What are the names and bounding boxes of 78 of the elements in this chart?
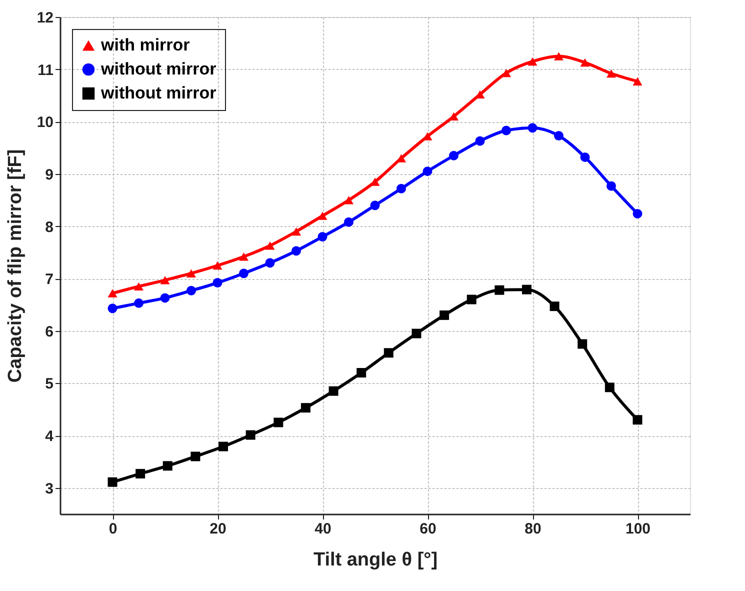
y-tick-label: 8: [45, 218, 54, 236]
point: [292, 227, 301, 236]
point: [344, 217, 354, 227]
point: [606, 69, 616, 78]
point: [134, 282, 144, 291]
point: [212, 278, 222, 288]
point: [186, 286, 196, 296]
point: [632, 77, 642, 86]
point: [528, 57, 538, 66]
legend-label: with mirror: [100, 36, 190, 54]
point: [396, 184, 406, 194]
point: [318, 232, 328, 242]
point: [632, 415, 642, 425]
point: [134, 298, 144, 308]
point: [604, 382, 614, 392]
x-tick-label: 0: [108, 520, 118, 538]
point: [136, 468, 146, 478]
point: [449, 150, 458, 160]
point: [108, 304, 118, 314]
point: [186, 269, 196, 278]
legend-label: without mirror: [100, 84, 217, 102]
point: [300, 403, 310, 413]
point: [160, 276, 170, 284]
point: [578, 339, 588, 349]
x-tick-label: 100: [625, 520, 651, 538]
point: [440, 310, 450, 320]
point: [370, 200, 380, 210]
point: [580, 58, 590, 67]
point: [274, 418, 284, 428]
point: [212, 261, 222, 270]
y-tick-label: 7: [45, 271, 54, 288]
point: [108, 289, 118, 298]
y-tick-label: 9: [45, 166, 54, 184]
point: [502, 126, 511, 136]
point: [632, 208, 642, 218]
point: [494, 285, 504, 295]
y-tick-label: 12: [36, 10, 54, 26]
point: [265, 258, 275, 268]
x-tick-label: 20: [210, 520, 226, 538]
point: [384, 348, 394, 358]
point: [522, 284, 532, 294]
x-axis-title: Tilt angle θ [°]: [313, 550, 438, 570]
point: [292, 246, 301, 256]
point: [412, 328, 422, 338]
point: [554, 52, 564, 60]
point: [528, 123, 538, 133]
point: [356, 368, 366, 378]
point: [554, 131, 564, 140]
point: [328, 386, 338, 396]
x-tick-label: 60: [420, 520, 436, 538]
y-tick-label: 10: [36, 114, 54, 132]
y-tick-label: 5: [45, 376, 54, 393]
point: [466, 294, 476, 304]
y-axis-title: Capacity of flip mirror [fF]: [4, 149, 26, 383]
point: [160, 293, 170, 303]
point: [190, 452, 200, 462]
point: [162, 461, 172, 471]
point: [108, 477, 118, 487]
legend-label: without mirror: [100, 60, 217, 78]
point: [218, 442, 228, 452]
point: [580, 152, 590, 162]
point: [239, 268, 248, 278]
y-tick-label: 6: [45, 323, 54, 340]
point: [246, 430, 256, 440]
point: [239, 252, 248, 261]
x-tick-label: 80: [524, 520, 542, 538]
point: [422, 166, 432, 176]
point: [344, 196, 354, 204]
point: [502, 68, 511, 78]
point: [318, 212, 328, 220]
y-tick-label: 3: [45, 480, 54, 498]
point: [475, 136, 485, 146]
point: [265, 242, 275, 250]
y-tick-label: 4: [45, 428, 54, 446]
point: [606, 181, 616, 191]
x-tick-label: 40: [314, 520, 332, 538]
y-tick-label: 11: [38, 62, 54, 79]
point: [550, 302, 560, 312]
